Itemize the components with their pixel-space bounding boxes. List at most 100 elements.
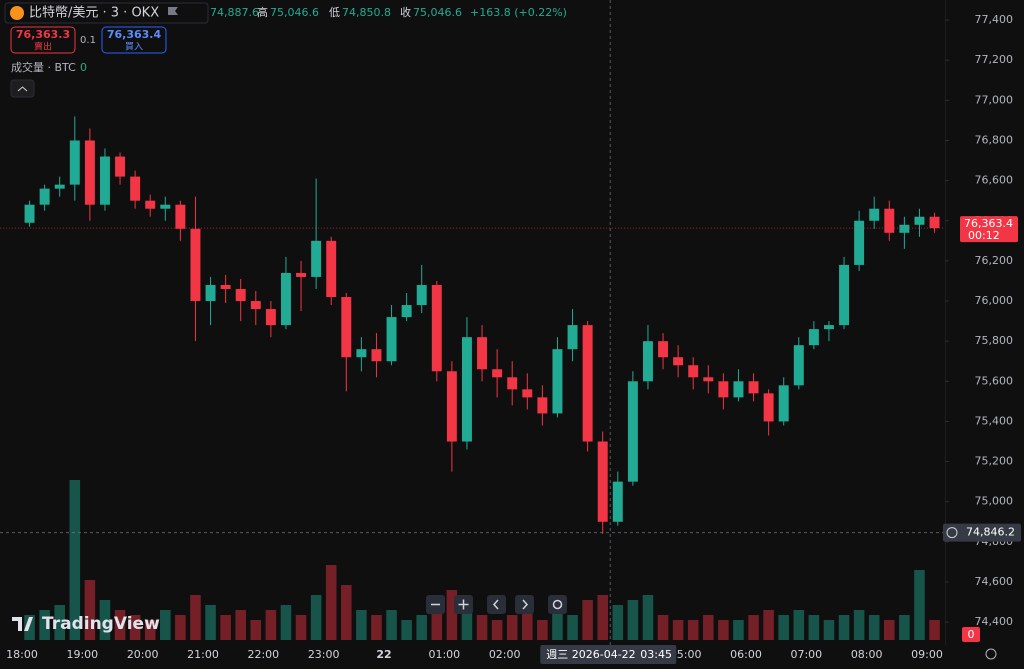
y-tick-label: 76,000 [975, 294, 1014, 307]
volume-bar [54, 605, 65, 640]
candle-body [190, 228, 201, 302]
volume-bar [446, 590, 458, 640]
volume-bar [552, 610, 563, 640]
buy-label: 買入 [125, 42, 143, 53]
candle-body [748, 381, 759, 394]
candle-body [597, 441, 608, 522]
settings-icon[interactable] [985, 648, 997, 660]
y-tick-label: 77,200 [975, 53, 1014, 66]
crosshair-price: 74,846.2 [966, 526, 1015, 539]
candle-body [718, 381, 729, 398]
candle-body [642, 341, 653, 382]
candle-body [416, 284, 427, 306]
candle-body [130, 176, 141, 201]
scroll-left[interactable] [487, 595, 506, 614]
volume-bar [491, 620, 503, 640]
candle-body [522, 389, 533, 398]
candle-body [673, 357, 684, 366]
y-tick-label: 77,000 [975, 93, 1014, 106]
candle-body [582, 325, 593, 442]
x-tick-label: 09:00 [911, 648, 943, 661]
y-tick-label: 74,600 [975, 575, 1014, 588]
candle-body [220, 284, 231, 289]
candle-body [507, 377, 518, 390]
flag-icon[interactable] [168, 7, 178, 15]
volume-bar [657, 615, 669, 640]
volume-bar [808, 615, 820, 640]
high-value: 75,046.6 [270, 6, 319, 19]
x-tick-label: 18:00 [6, 648, 38, 661]
volume-bar [371, 615, 382, 640]
candle-body [69, 140, 80, 185]
candle-body [899, 224, 910, 233]
volume-bar [24, 615, 35, 640]
scroll-right[interactable] [515, 595, 534, 614]
open-value: 74,887.6 [210, 6, 259, 19]
candle-body [823, 325, 834, 330]
logo[interactable]: TradingView [42, 614, 160, 634]
y-tick-label: 75,200 [975, 455, 1014, 468]
buy-button[interactable] [101, 26, 167, 54]
sell-button[interactable] [10, 26, 76, 54]
x-tick-label: 02:00 [489, 648, 521, 661]
volume-bar [144, 620, 156, 640]
candle-body [733, 381, 744, 398]
y-tick-label: 74,400 [975, 615, 1014, 628]
candle-body [446, 371, 457, 442]
candle-body [839, 264, 850, 326]
volume-title: 成交量 · BTC [11, 60, 76, 74]
y-tick-label: 76,200 [975, 254, 1014, 267]
reset-icon [552, 599, 563, 610]
volume-bar [929, 620, 940, 640]
symbol[interactable]: 比特幣/美元 · 3 · OKX [29, 6, 159, 21]
x-tick-label: 06:00 [730, 648, 762, 661]
volume-bar [280, 605, 292, 640]
volume-bar [899, 615, 910, 640]
volume-bar [175, 615, 186, 640]
volume-bar [265, 610, 277, 640]
collapse-button[interactable] [10, 79, 35, 98]
close-label: 收 [400, 5, 411, 19]
volume-bar [733, 620, 744, 640]
countdown: 00:12 [968, 229, 1000, 242]
volume-bar [687, 620, 699, 640]
candle-body [99, 156, 110, 205]
candle-body [371, 349, 382, 362]
volume-bar [672, 620, 684, 640]
candle-body [175, 204, 186, 229]
x-tick-label: 23:00 [308, 648, 340, 661]
x-tick-label: 22 [376, 648, 391, 661]
volume-bar [884, 620, 895, 640]
volume-bar [129, 615, 141, 640]
volume-bar [356, 610, 367, 640]
y-tick-label: 77,400 [975, 13, 1014, 26]
change: +163.8 (+0.22%) [470, 6, 567, 19]
candle-body [854, 220, 865, 265]
volume-bar [642, 595, 654, 640]
volume-bar [325, 565, 337, 640]
symbol-box[interactable] [4, 2, 209, 24]
candle-body [793, 345, 804, 386]
volume-bar [914, 570, 925, 640]
toolbar-icons [431, 599, 529, 610]
candle-body [658, 341, 669, 358]
volume-bar [612, 605, 624, 640]
sell-price: 76,363.3 [16, 28, 70, 41]
candle-body [703, 377, 714, 382]
buy-price: 76,363.4 [107, 28, 162, 41]
volume-bar [69, 480, 81, 640]
candle-body [778, 385, 789, 422]
reset[interactable] [548, 595, 567, 614]
volume-bar [310, 595, 322, 640]
volume-bar [386, 610, 397, 640]
candle-body [84, 140, 95, 205]
x-tick-label: 22:00 [247, 648, 279, 661]
volume-bar [461, 605, 473, 640]
volume-bar [567, 615, 578, 640]
candle-body [160, 204, 171, 209]
candle-body [235, 288, 246, 302]
y-tick-label: 75,400 [975, 414, 1014, 427]
volume-label: 0 [968, 628, 975, 641]
volume-bar [853, 610, 865, 640]
crosshair-date: 週三 2026-04-22 [546, 648, 635, 661]
